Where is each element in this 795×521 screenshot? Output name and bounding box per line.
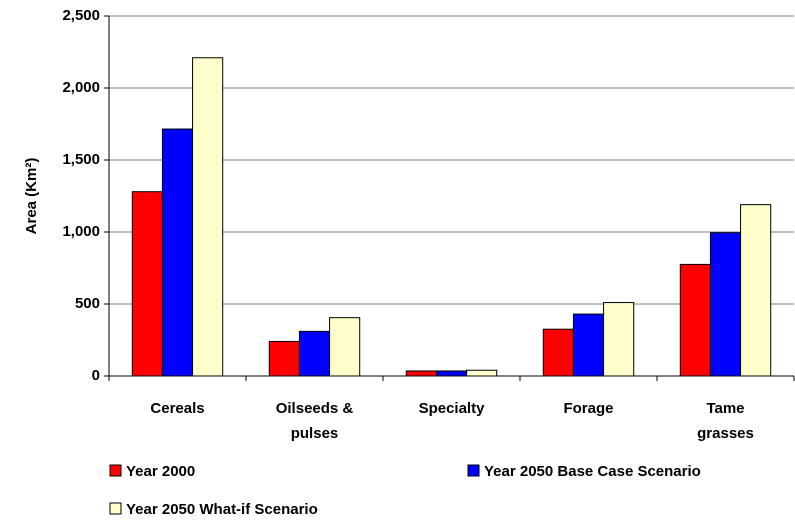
x-tick-label: Forage: [563, 400, 613, 417]
legend-swatch: [109, 464, 122, 477]
x-tick-label: Specialty: [419, 400, 486, 417]
bar: [192, 57, 224, 377]
bar: [466, 369, 498, 377]
y-tick-label: 2,500: [62, 7, 100, 24]
bar: [679, 263, 711, 377]
bar: [709, 232, 742, 377]
bar: [298, 330, 331, 377]
legend-label: Year 2000: [126, 463, 195, 480]
bar: [435, 370, 468, 377]
x-tick-label: Oilseeds & pulses: [276, 400, 354, 442]
x-tick-label: Tame grasses: [697, 400, 754, 442]
bar: [740, 204, 772, 377]
bar: [329, 317, 361, 377]
legend-label: Year 2050 Base Case Scenario: [484, 463, 701, 480]
bar: [572, 313, 605, 377]
y-tick-label: 2,000: [62, 79, 100, 96]
y-tick-label: 500: [75, 295, 100, 312]
bar: [542, 328, 574, 377]
y-axis-label: Area (Km²): [23, 158, 40, 235]
x-tick-label: Cereals: [150, 400, 204, 417]
legend-label: Year 2050 What-if Scenario: [126, 501, 318, 518]
bar: [603, 302, 635, 377]
y-tick-label: 0: [92, 367, 100, 384]
bar: [268, 340, 300, 377]
y-tick-label: 1,000: [62, 223, 100, 240]
bar: [161, 128, 194, 377]
legend-swatch: [109, 502, 122, 515]
bar: [405, 370, 437, 377]
bar: [131, 191, 163, 377]
legend-swatch: [467, 464, 480, 477]
y-tick-label: 1,500: [62, 151, 100, 168]
